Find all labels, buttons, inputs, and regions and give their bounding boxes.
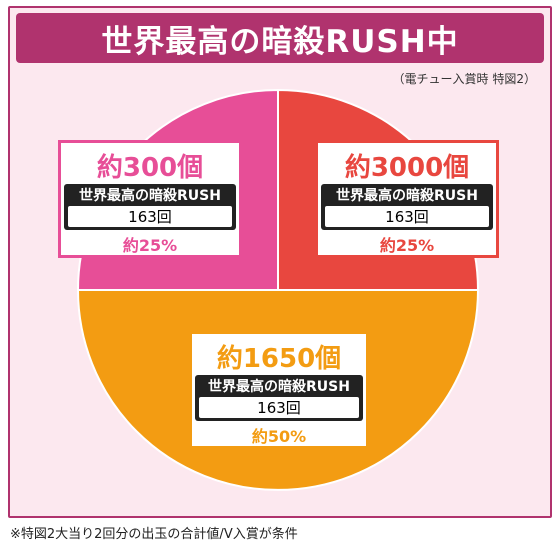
amount-red: 約3000個 — [344, 153, 470, 183]
condition-note: （電チュー入賞時 特図2） — [392, 72, 536, 86]
count-orange: 163回 — [199, 397, 359, 418]
count-pink: 163回 — [68, 206, 232, 227]
mode-red: 世界最高の暗殺RUSH 163回 — [321, 184, 493, 230]
percent-orange: 約50% — [251, 427, 307, 446]
footnote: ※特図2大当り2回分の出玉の合計値/V入賞が条件 — [10, 527, 298, 542]
percent-pink: 約25% — [122, 236, 178, 255]
mode-orange: 世界最高の暗殺RUSH 163回 — [195, 375, 363, 421]
percent-red: 約25% — [379, 236, 435, 255]
page-title: 世界最高の暗殺RUSH中 — [101, 23, 459, 60]
amount-pink: 約300個 — [96, 153, 204, 183]
slice-label-pink: 約300個 世界最高の暗殺RUSH 163回 約25% — [58, 140, 242, 258]
mode-label-orange: 世界最高の暗殺RUSH — [208, 379, 350, 395]
slice-label-orange: 約1650個 世界最高の暗殺RUSH 163回 約50% — [189, 331, 369, 449]
amount-orange: 約1650個 — [216, 344, 342, 374]
mode-label-pink: 世界最高の暗殺RUSH — [79, 188, 221, 204]
mode-pink: 世界最高の暗殺RUSH 163回 — [64, 184, 236, 230]
title-banner: 世界最高の暗殺RUSH中 — [16, 13, 544, 63]
count-red: 163回 — [325, 206, 489, 227]
mode-label-red: 世界最高の暗殺RUSH — [336, 188, 478, 204]
slice-label-red: 約3000個 世界最高の暗殺RUSH 163回 約25% — [315, 140, 499, 258]
